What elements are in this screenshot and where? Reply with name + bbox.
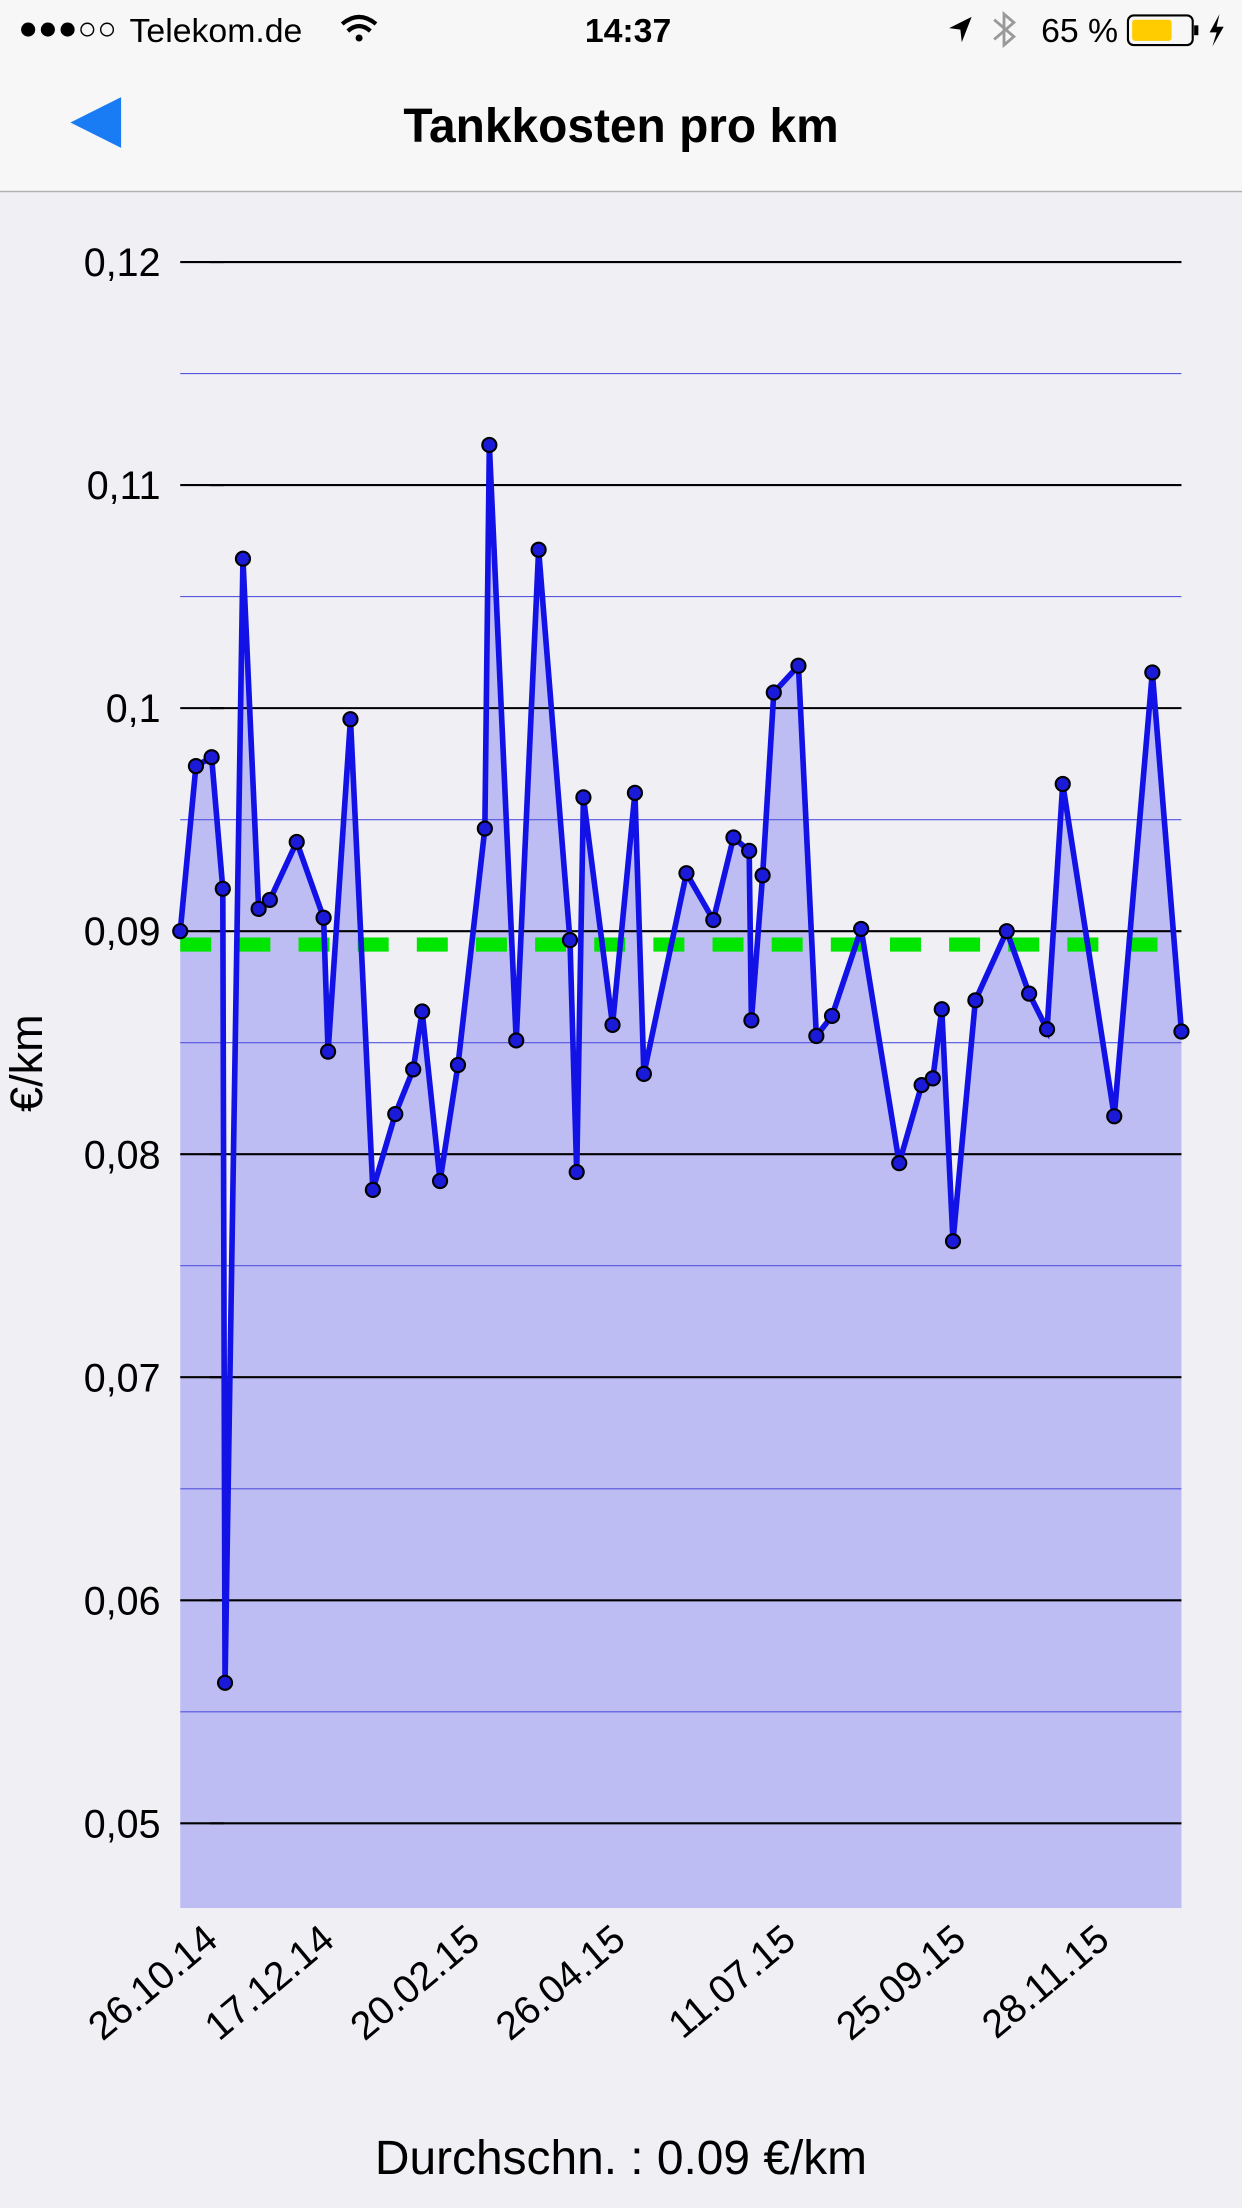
data-point bbox=[765, 684, 782, 701]
data-point bbox=[530, 541, 547, 558]
y-tick-label: 0,05 bbox=[84, 1802, 161, 1846]
area-fill bbox=[180, 444, 1182, 1909]
data-point bbox=[449, 1056, 467, 1074]
x-tick-label: 20.02.15 bbox=[342, 1916, 488, 2048]
data-point bbox=[933, 1001, 950, 1018]
data-point bbox=[853, 920, 870, 938]
data-point bbox=[891, 1155, 908, 1172]
battery-percent: 65 % bbox=[1041, 12, 1118, 50]
nav-background bbox=[0, 0, 1242, 192]
data-point bbox=[568, 1163, 585, 1181]
x-tick-label: 11.07.15 bbox=[660, 1916, 804, 2046]
bluetooth-icon bbox=[993, 11, 1017, 49]
nav-title: Tankkosten pro km bbox=[403, 100, 838, 153]
data-point bbox=[414, 1003, 431, 1020]
data-point bbox=[342, 711, 359, 728]
data-point bbox=[172, 923, 189, 940]
data-point bbox=[1021, 985, 1038, 1002]
data-point bbox=[405, 1061, 422, 1078]
data-point bbox=[808, 1027, 825, 1045]
y-tick-label: 0,09 bbox=[84, 910, 161, 954]
data-point bbox=[288, 833, 305, 851]
data-point bbox=[678, 865, 695, 882]
data-point bbox=[823, 1007, 841, 1025]
data-point bbox=[476, 820, 493, 837]
data-point bbox=[561, 931, 579, 949]
data-point bbox=[187, 758, 205, 775]
wifi-icon bbox=[340, 14, 378, 42]
data-point bbox=[203, 749, 220, 766]
data-point bbox=[705, 911, 722, 929]
data-point bbox=[261, 891, 278, 909]
y-tick-label: 0,12 bbox=[84, 241, 161, 285]
data-point bbox=[214, 880, 231, 897]
x-tick-label: 28.11.15 bbox=[974, 1916, 1118, 2046]
y-tick-label: 0,1 bbox=[106, 687, 161, 731]
line bbox=[177, 444, 1185, 1683]
data-point bbox=[924, 1070, 941, 1087]
x-tick-label: 26.04.15 bbox=[488, 1916, 634, 2048]
data-point bbox=[604, 1016, 621, 1033]
data-point bbox=[725, 829, 742, 846]
data-point bbox=[741, 842, 758, 859]
data-point bbox=[1173, 1023, 1190, 1040]
y-tick-label: 0,11 bbox=[87, 464, 161, 508]
x-tick-label: 26.10.14 bbox=[80, 1916, 226, 2048]
footer-average: Durchschn. : 0.09 €/km bbox=[375, 2132, 867, 2185]
data-point bbox=[967, 992, 984, 1009]
back-button[interactable] bbox=[70, 97, 122, 148]
data-point bbox=[1054, 775, 1071, 793]
signal bbox=[21, 22, 115, 37]
data-point bbox=[508, 1032, 525, 1049]
data-point bbox=[1144, 664, 1161, 681]
data-point bbox=[364, 1181, 381, 1198]
data-point bbox=[626, 784, 644, 801]
clock: 14:37 bbox=[585, 12, 671, 50]
data-point bbox=[1106, 1108, 1123, 1125]
data-point bbox=[790, 657, 807, 674]
x-tick-label: 17.12.14 bbox=[197, 1916, 343, 2048]
data-point bbox=[575, 789, 592, 806]
x-tick-label: 25.09.15 bbox=[828, 1916, 974, 2048]
data-point bbox=[1038, 1021, 1056, 1038]
data-point bbox=[315, 909, 332, 926]
data-point bbox=[635, 1065, 652, 1083]
battery-icon bbox=[1126, 14, 1224, 47]
y-tick-label: 0,07 bbox=[84, 1356, 161, 1400]
carrier: Telekom.de bbox=[130, 12, 303, 50]
data-point bbox=[743, 1012, 760, 1029]
data-point bbox=[250, 900, 267, 917]
data-point bbox=[234, 550, 252, 567]
data-point bbox=[754, 867, 771, 884]
y-tick-label: 0,08 bbox=[84, 1133, 161, 1177]
data-point bbox=[387, 1105, 404, 1123]
data-point bbox=[481, 436, 498, 454]
y-axis-label: €/km bbox=[1, 1014, 52, 1112]
data-point bbox=[216, 1674, 234, 1691]
data-point bbox=[431, 1172, 449, 1190]
data-point bbox=[944, 1233, 962, 1250]
data-point bbox=[998, 923, 1015, 940]
y-tick-label: 0,06 bbox=[84, 1579, 161, 1623]
data-point bbox=[319, 1043, 337, 1060]
